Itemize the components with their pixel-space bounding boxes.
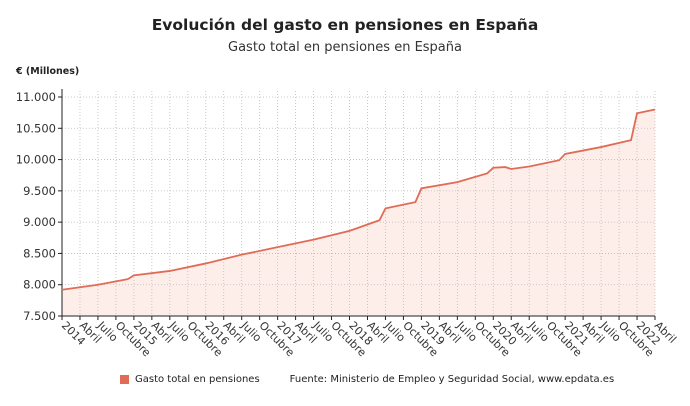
- y-tick-label: 9.500: [23, 184, 56, 198]
- legend-swatch: [120, 375, 129, 384]
- y-axis-label: € (Millones): [16, 66, 80, 77]
- legend-label: Gasto total en pensiones: [135, 374, 260, 385]
- series-area: [62, 109, 655, 316]
- chart-title: Evolución del gasto en pensiones en Espa…: [151, 16, 539, 34]
- y-tick-label: 8.000: [23, 278, 56, 292]
- y-tick-label: 11.000: [16, 90, 56, 104]
- legend: Gasto total en pensiones Fuente: Ministe…: [120, 374, 614, 385]
- y-tick-label: 9.000: [23, 215, 56, 229]
- y-tick-label: 10.000: [16, 153, 56, 167]
- series-line: [61, 108, 656, 291]
- y-tick-label: 7.500: [23, 309, 56, 323]
- source-text: Fuente: Ministerio de Empleo y Seguridad…: [289, 374, 615, 385]
- y-tick-label: 10.500: [16, 121, 56, 135]
- chart-subtitle: Gasto total en pensiones en España: [228, 40, 462, 55]
- y-tick-label: 8.500: [23, 246, 56, 260]
